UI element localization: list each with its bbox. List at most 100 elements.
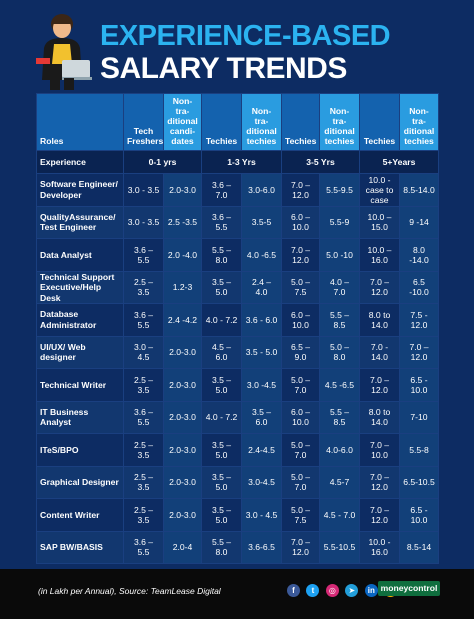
salary-cell: 5.0 – 7.0: [281, 368, 320, 402]
column-header-non-traditional-techies: Non-tra-ditional techies: [241, 93, 282, 151]
experience-row: Experience 0-1 yrs 1-3 Yrs 3-5 Yrs 5+Yea…: [36, 150, 439, 174]
salary-cell: 4.0 - 7.2: [201, 303, 242, 337]
salary-cell: 2.0-3.0: [163, 498, 202, 532]
facebook-icon[interactable]: f: [287, 584, 300, 598]
table-row: Technical Support Executive/Help Desk 2.5…: [36, 270, 439, 304]
table-row: Content Writer 2.5 – 3.5 2.0-3.0 3.5 – 5.0 3…: [36, 498, 439, 532]
salary-cell: 2.0-3.0: [163, 400, 202, 434]
salary-cell: 2.4 -4.2: [163, 303, 202, 337]
table-row: SAP BW/BASIS 3.6 – 5.5 2.0-4 5.5 – 8.0 3.6-6…: [36, 530, 439, 564]
salary-cell: 5.0 – 8.0: [319, 335, 360, 369]
salary-cell: 10.0 - case to case: [359, 173, 400, 207]
salary-cell: 2.5 – 3.5: [123, 368, 164, 402]
table-row: Graphical Designer 2.5 – 3.5 2.0-3.0 3.5 – …: [36, 465, 439, 499]
salary-cell: 7.0 – 12.0: [281, 173, 320, 207]
salary-cell: 2.5 – 3.5: [123, 465, 164, 499]
salary-cell: 2.5 – 3.5: [123, 433, 164, 467]
salary-cell: 2.5 – 3.5: [123, 498, 164, 532]
experience-band: 0-1 yrs: [123, 150, 202, 174]
salary-cell: 10.0 – 16.0: [359, 238, 400, 272]
experience-label: Experience: [36, 150, 124, 174]
table-row: Data Analyst 3.6 – 5.5 2.0 -4.0 5.5 – 8.0 4.…: [36, 238, 439, 272]
salary-cell: 3.6 – 7.0: [201, 173, 242, 207]
experience-band: 5+Years: [359, 150, 439, 174]
salary-cell: 5.5-10.5: [319, 530, 360, 564]
role-cell: UI/UX/ Web designer: [36, 335, 124, 369]
salary-cell: 7.0 – 10.0: [359, 433, 400, 467]
salary-cell: 2.0-3.0: [163, 368, 202, 402]
salary-cell: 3.5 - 5.0: [241, 335, 282, 369]
salary-cell: 8.0 to 14.0: [359, 303, 400, 337]
salary-cell: 1.2-3: [163, 270, 202, 304]
title-line-1: EXPERIENCE-BASED: [100, 20, 391, 52]
salary-cell: 2.5 -3.5: [163, 205, 202, 239]
salary-cell: 10.0 - 16.0: [359, 530, 400, 564]
salary-cell: 8.0 to 14.0: [359, 400, 400, 434]
role-cell: SAP BW/BASIS: [36, 530, 124, 564]
role-cell: Technical Writer: [36, 368, 124, 402]
salary-cell: 8.0 -14.0: [399, 238, 439, 272]
salary-cell: 2.4-4.5: [241, 433, 282, 467]
salary-cell: 3.6-6.5: [241, 530, 282, 564]
role-cell: IT Business Analyst: [36, 400, 124, 434]
salary-cell: 2.0-3.0: [163, 433, 202, 467]
salary-cell: 3.6 – 5.5: [123, 400, 164, 434]
header: EXPERIENCE-BASED SALARY TRENDS: [0, 0, 474, 92]
salary-cell: 5.5-9: [319, 205, 360, 239]
salary-cell: 5.5 – 8.0: [201, 530, 242, 564]
column-header-roles: Roles: [36, 93, 124, 151]
salary-cell: 6.0 – 10.0: [281, 303, 320, 337]
salary-cell: 6.5 - 10.0: [399, 368, 439, 402]
role-cell: Technical Support Executive/Help Desk: [36, 270, 124, 304]
salary-cell: 4.0 – 7.0: [319, 270, 360, 304]
table-row: Database Administrator 3.6 – 5.5 2.4 -4.2 4…: [36, 303, 439, 337]
salary-cell: 2.0-3.0: [163, 335, 202, 369]
salary-cell: 6.5-10.5: [399, 465, 439, 499]
twitter-icon[interactable]: t: [306, 584, 320, 598]
salary-cell: 3.5 – 6.0: [241, 400, 282, 434]
column-header-techies: Techies: [359, 93, 400, 151]
salary-cell: 5.5 – 8.0: [201, 238, 242, 272]
salary-cell: 7.0 – 12.0: [359, 465, 400, 499]
salary-cell: 4.5 – 6.0: [201, 335, 242, 369]
salary-cell: 2.0-3.0: [163, 173, 202, 207]
column-header-row: Roles Tech Freshers Non-tra-ditional can…: [36, 93, 439, 151]
footer: (in Lakh per Annual), Source: TeamLease …: [0, 569, 474, 619]
telegram-icon[interactable]: ➤: [345, 584, 359, 598]
salary-cell: 10.0 – 15.0: [359, 205, 400, 239]
salary-cell: 7.5 - 12.0: [399, 303, 439, 337]
role-cell: Data Analyst: [36, 238, 124, 272]
column-header-techies: Techies: [281, 93, 320, 151]
role-cell: Database Administrator: [36, 303, 124, 337]
salary-cell: 5.5-8: [399, 433, 439, 467]
experience-band: 3-5 Yrs: [281, 150, 360, 174]
role-cell: ITeS/BPO: [36, 433, 124, 467]
salary-cell: 3.5 – 5.0: [201, 368, 242, 402]
salary-cell: 3.5 – 5.0: [201, 270, 242, 304]
salary-cell: 3.0 - 3.5: [123, 205, 164, 239]
salary-cell: 6.5 -10.0: [399, 270, 439, 304]
salary-cell: 7.0 – 12.0: [359, 368, 400, 402]
table-row: ITeS/BPO 2.5 – 3.5 2.0-3.0 3.5 – 5.0 2.4-4.5…: [36, 433, 439, 467]
brand-logo[interactable]: moneycontrol: [378, 581, 440, 596]
column-header-non-traditional-techies: Non-tra-ditional techies: [319, 93, 360, 151]
salary-cell: 7.0 – 12.0: [281, 238, 320, 272]
salary-cell: 8.5-14: [399, 530, 439, 564]
salary-cell: 3.0 – 4.5: [123, 335, 164, 369]
salary-cell: 3.6 – 5.5: [123, 303, 164, 337]
salary-cell: 2.0-3.0: [163, 465, 202, 499]
salary-cell: 5.0 – 7.5: [281, 270, 320, 304]
linkedin-icon[interactable]: in: [364, 584, 378, 598]
table-row: UI/UX/ Web designer 3.0 – 4.5 2.0-3.0 4.5 –…: [36, 335, 439, 369]
salary-cell: 5.0 – 7.0: [281, 465, 320, 499]
instagram-icon[interactable]: ◎: [325, 584, 339, 598]
salary-cell: 7.0 – 12.0: [399, 335, 439, 369]
salary-cell: 3.6 – 5.5: [123, 238, 164, 272]
salary-cell: 8.5-14.0: [399, 173, 439, 207]
salary-cell: 7.0 - 14.0: [359, 335, 400, 369]
salary-cell: 7.0 – 12.0: [359, 270, 400, 304]
table-row: Software Engineer/ Developer 3.0 - 3.5 2.0…: [36, 173, 439, 207]
salary-cell: 2.4 – 4.0: [241, 270, 282, 304]
salary-cell: 7-10: [399, 400, 439, 434]
table-row: Technical Writer 2.5 – 3.5 2.0-3.0 3.5 – 5.…: [36, 368, 439, 402]
